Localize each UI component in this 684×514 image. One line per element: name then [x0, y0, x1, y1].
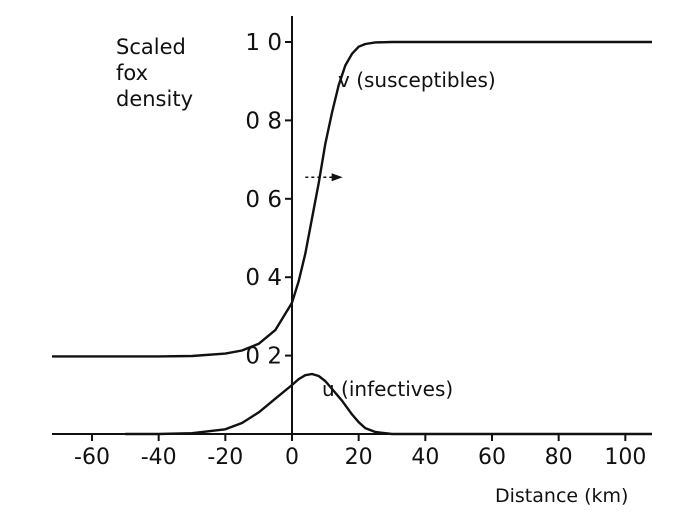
wave-direction-arrow — [305, 173, 343, 182]
infectives-curve — [125, 372, 652, 436]
y-tick-label: 0 4 — [245, 265, 282, 291]
x-tick-label: 60 — [478, 445, 506, 470]
y-axis-label-line-2: fox — [116, 61, 148, 85]
y-tick-label: 1 0 — [245, 30, 282, 56]
y-tick-label: 0 2 — [245, 344, 282, 370]
x-axis-label: Distance (km) — [495, 485, 628, 507]
x-tick-label: 100 — [604, 445, 646, 470]
x-tick-label: 0 — [285, 445, 299, 470]
x-tick-label: -60 — [74, 445, 110, 470]
x-tick-label: -40 — [141, 445, 177, 470]
series-label-susceptibles: v (susceptibles) — [338, 68, 496, 92]
x-tick-label: 40 — [411, 445, 439, 470]
x-tick-label: -20 — [207, 445, 243, 470]
y-tick-label: 0 8 — [245, 108, 282, 134]
series-label-infectives: u (infectives) — [322, 377, 453, 401]
series-curves — [52, 40, 652, 436]
y-axis-ticks: 0 2 0 4 0 6 0 8 1 0 — [245, 30, 292, 370]
x-tick-label: 20 — [345, 445, 373, 470]
x-tick-label: 80 — [545, 445, 573, 470]
y-axis-label: Scaled fox density — [116, 35, 193, 111]
y-axis-label-line-1: Scaled — [116, 35, 186, 59]
y-axis-label-line-3: density — [116, 87, 193, 111]
arrow-head — [331, 173, 343, 182]
x-axis-ticks: -60 -40 -20 0 20 40 60 80 100 — [74, 434, 646, 470]
y-tick-label: 0 6 — [245, 187, 282, 213]
susceptibles-curve — [52, 40, 652, 358]
